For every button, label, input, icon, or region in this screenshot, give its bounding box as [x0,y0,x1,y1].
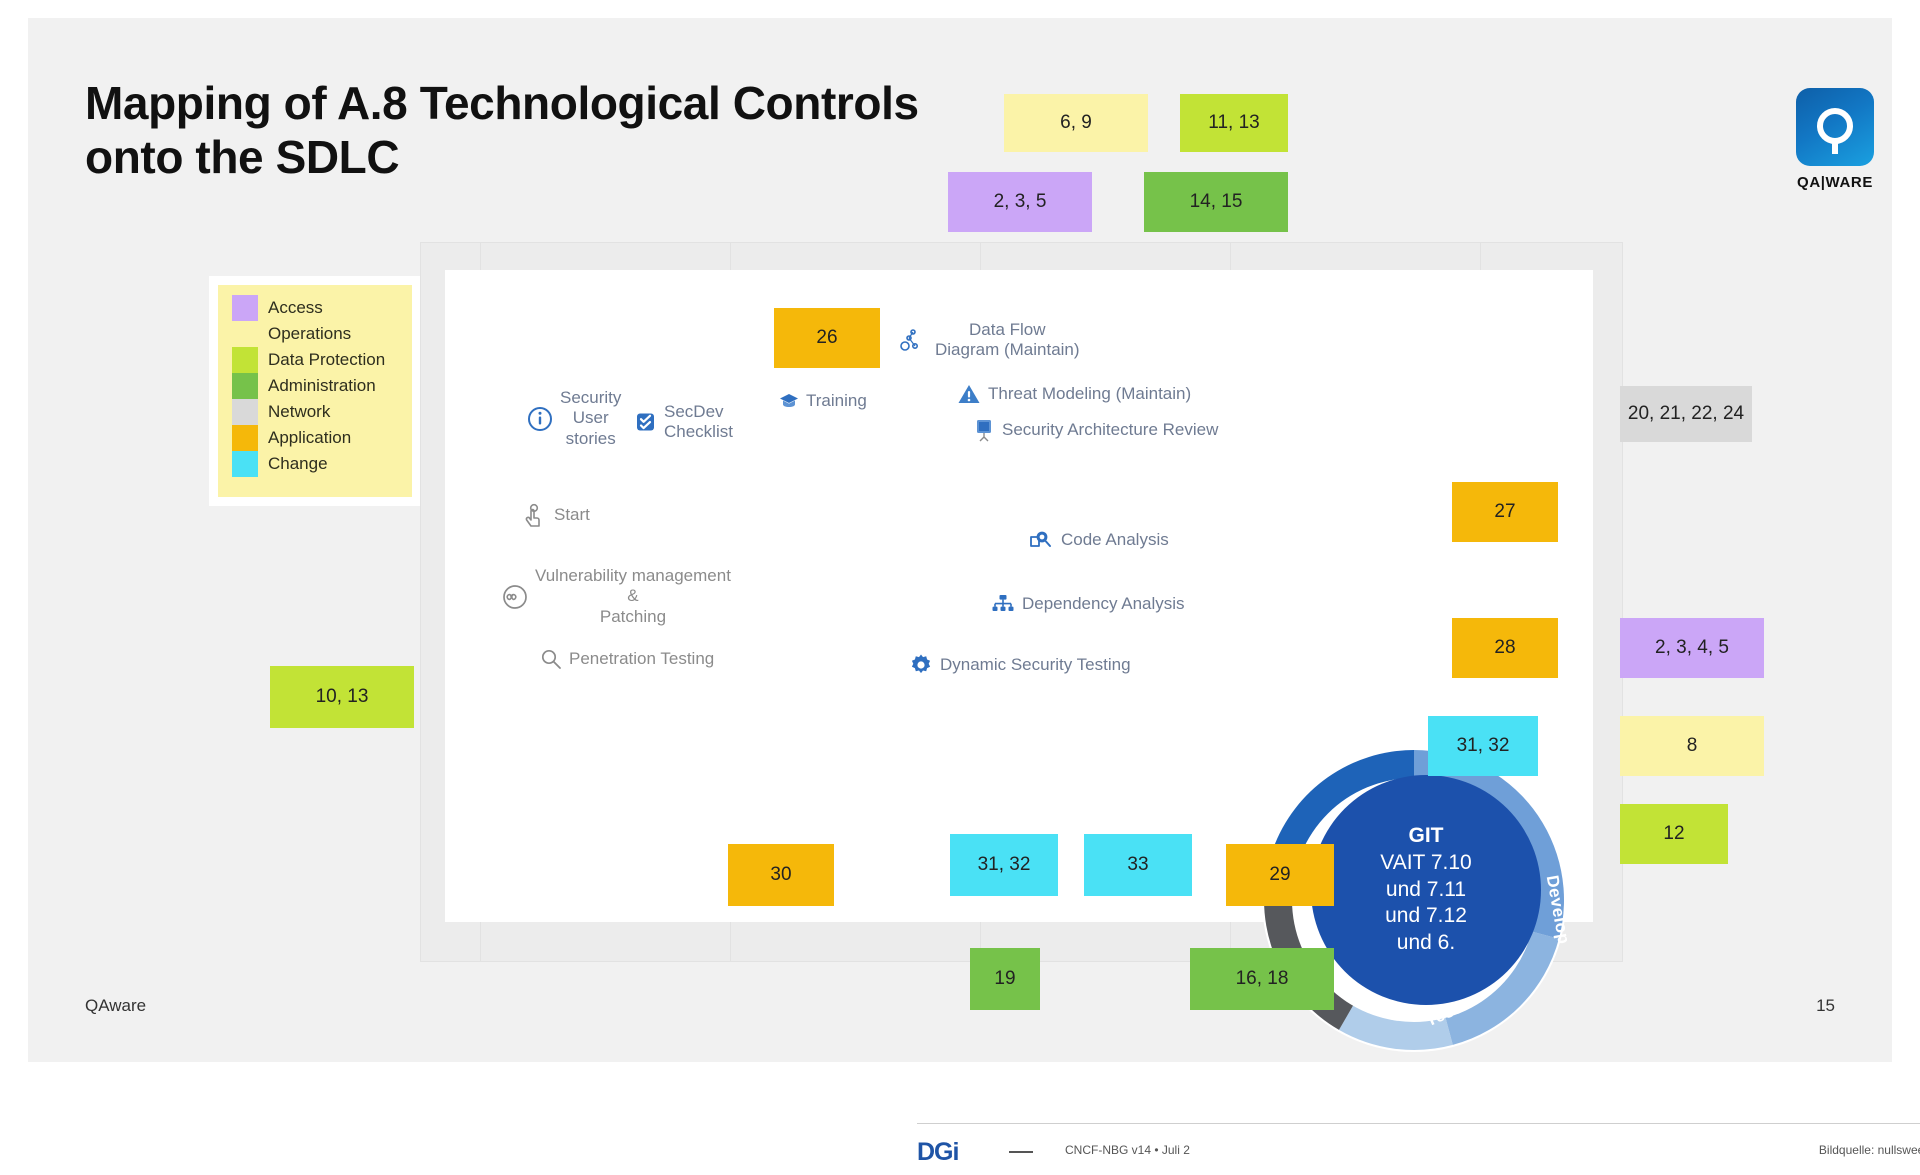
magnifier-icon [541,649,561,669]
core-title: GIT [1408,823,1444,847]
legend-item: Network [232,399,404,425]
legend-item: Data Protection [232,347,404,373]
label-penetration-testing: Penetration Testing [540,648,714,670]
legend-item: Change [232,451,404,477]
legend-swatch-icon [232,425,258,451]
hierarchy-tree-icon [992,595,1014,611]
info-circle-icon [528,406,552,431]
label-secdev-checklist-text: SecDev Checklist [664,402,733,442]
legend-item: Administration [232,373,404,399]
label-code-analysis: Code Analysis [1028,528,1169,552]
box-12: 12 [1620,804,1728,864]
diagram-footer: DGi CNCF-NBG v14 • Juli 2 Bildquelle: nu… [917,1123,1920,1175]
label-security-architecture-review: Security Architecture Review [973,418,1218,442]
footer-image-source: Bildquelle: nullsweep.com [1818,1143,1920,1157]
label-vulnerability-management-text: Vulnerability management & Patching [535,566,731,626]
legend-item-label: Data Protection [268,350,386,369]
slide-footer-company: QAware [85,996,147,1015]
legend-item-label: Operations [268,324,352,343]
logo-stem-shape [1832,140,1838,154]
gear-icon [911,654,931,674]
legend-item-label: Access [268,298,323,317]
donut-core: GIT VAIT 7.10 und 7.11 und 7.12 und 6. [1311,775,1541,1005]
core-line-3: und 7.12 [1385,904,1467,928]
label-dependency-analysis: Dependency Analysis [991,593,1185,615]
label-secdev-checklist: SecDev Checklist [635,402,733,443]
box-26: 26 [774,308,880,368]
warning-triangle-icon [958,385,980,403]
node-graph-icon [900,329,919,352]
legend-item: Operations [232,321,404,347]
label-code-analysis-text: Code Analysis [1061,529,1169,549]
label-start-text: Start [554,504,590,524]
sdlc-diagram: Requirements &Design Design Develop Test… [445,270,1920,1166]
box-27: 27 [1452,482,1558,542]
box-2-3-4-5: 2, 3, 4, 5 [1620,618,1764,678]
slide-canvas: Mapping of A.8 Technological Controls on… [28,18,1920,1166]
legend-swatch-icon [232,373,258,399]
dgi-logo: DGi [917,1138,959,1166]
brand-name: QA|WARE [1797,174,1873,191]
legend-item: Application [232,425,404,451]
label-data-flow-diagram-text: Data Flow Diagram (Maintain) [935,320,1080,360]
legend-item: Access [232,295,404,321]
box-11-13: 11, 13 [1180,94,1288,152]
box-14-15: 14, 15 [1144,172,1288,232]
label-start: Start [525,503,590,527]
label-threat-modeling-text: Threat Modeling (Maintain) [988,383,1192,403]
checklist-icon [637,413,654,431]
box-16-18: 16, 18 [1190,948,1334,1010]
brand-logo: QA|WARE [1770,88,1900,191]
label-dynamic-security-testing-text: Dynamic Security Testing [940,654,1131,674]
core-line-2: und 7.11 [1385,877,1467,901]
box-10-13: 10, 13 [270,666,414,728]
legend-item-label: Change [268,454,328,473]
legend-inner: Access Operations Data Protection Administr… [218,285,412,497]
label-data-flow-diagram: Data Flow Diagram (Maintain) [900,320,1080,361]
label-security-user-stories: Security User stories [527,388,621,449]
core-line-4: und 6. [1396,931,1456,955]
box-19: 19 [970,948,1040,1010]
code-search-icon [1030,531,1051,547]
box-31-32-r: 31, 32 [1428,716,1538,776]
box-33: 33 [1084,834,1192,896]
core-line-1: VAIT 7.10 [1380,850,1472,874]
box-8: 8 [1620,716,1764,776]
label-vulnerability-management: Vulnerability management & Patching [502,566,731,627]
graduation-cap-icon [780,394,798,408]
label-training: Training [779,391,867,411]
label-security-architecture-review-text: Security Architecture Review [1002,419,1219,439]
box-28: 28 [1452,618,1558,678]
label-security-user-stories-text: Security User stories [560,388,622,448]
box-6-9: 6, 9 [1004,94,1148,152]
slide-page-number: 15 [1816,996,1835,1015]
footer-divider-dash [1009,1151,1033,1153]
legend-swatch-icon [232,451,258,477]
label-penetration-testing-text: Penetration Testing [569,648,715,668]
qaware-q-logo-icon [1796,88,1874,166]
legend-item-label: Network [268,402,331,421]
box-2-3-5: 2, 3, 5 [948,172,1092,232]
label-training-text: Training [806,391,867,410]
label-dependency-analysis-text: Dependency Analysis [1022,593,1185,613]
legend-panel: Access Operations Data Protection Administr… [209,276,421,506]
label-threat-modeling: Threat Modeling (Maintain) [957,383,1191,405]
box-30: 30 [728,844,834,906]
box-29: 29 [1226,844,1334,906]
box-31-32-b: 31, 32 [950,834,1058,896]
footer-credit: CNCF-NBG v14 • Juli 2 [1065,1143,1190,1157]
page-title: Mapping of A.8 Technological Controls on… [85,77,919,184]
legend-swatch-icon [232,347,258,373]
infinity-circle-icon [503,584,527,609]
legend-swatch-icon [232,321,258,347]
presentation-board-icon [977,420,991,442]
legend-item-label: Administration [268,376,376,395]
logo-ring-shape [1817,108,1853,144]
legend-item-label: Application [268,428,352,447]
label-dynamic-security-testing: Dynamic Security Testing [909,653,1131,677]
click-hand-icon [525,503,540,527]
legend-swatch-icon [232,295,258,321]
box-20-21-22-24: 20, 21, 22, 24 [1620,386,1752,442]
legend-swatch-icon [232,399,258,425]
